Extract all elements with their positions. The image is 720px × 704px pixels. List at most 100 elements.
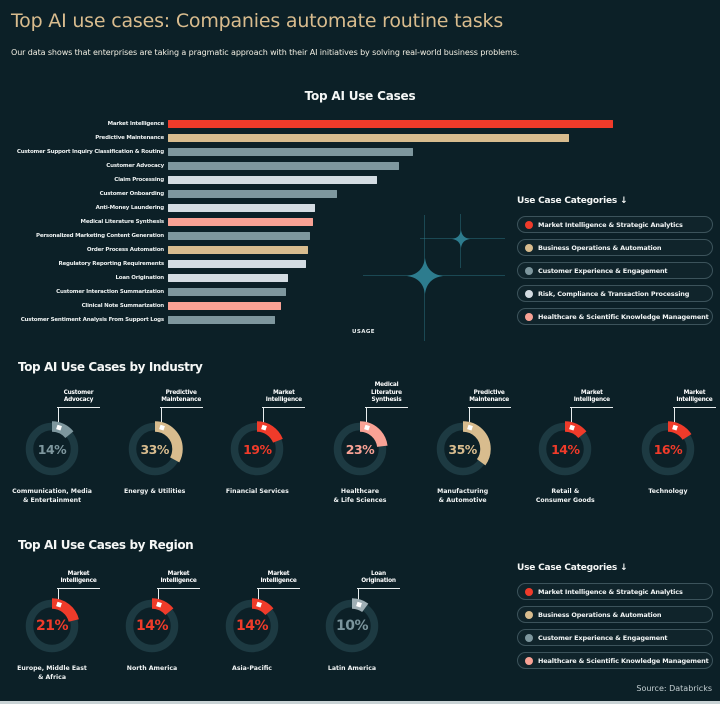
bar-chart-title: Top AI Use Cases — [304, 89, 416, 103]
donut-percent: 19% — [243, 441, 272, 457]
bar — [168, 260, 306, 268]
bar-track — [168, 218, 620, 226]
callout-connector-line — [158, 589, 159, 605]
bar — [168, 232, 311, 240]
legend-color-dot-icon — [525, 610, 533, 619]
bar-row: Predictive Maintenance — [0, 131, 620, 145]
legend-color-dot-icon — [525, 587, 533, 596]
legend-color-dot-icon — [525, 633, 533, 642]
bar-track — [168, 246, 620, 254]
bar-label: Claim Processing — [114, 177, 164, 183]
donut-ring — [640, 421, 696, 477]
legend-color-dot-icon — [525, 266, 533, 275]
donut-percent: 10% — [335, 618, 369, 634]
sparkle-icon — [407, 258, 443, 294]
legend-item-label: Healthcare & Scientific Knowledge Manage… — [538, 656, 709, 665]
callout-connector-line — [673, 408, 675, 428]
donut-card: Market Intelligence 19% Financial Services — [209, 385, 306, 505]
legend-title: Use Case Categories ↓ — [517, 196, 628, 206]
donut-callout-label: Market Intelligence — [672, 390, 716, 408]
bar-label: Market Intelligence — [107, 121, 165, 127]
legend-item-label: Healthcare & Scientific Knowledge Manage… — [538, 312, 709, 321]
bar-track — [168, 190, 620, 198]
donut-category-label: Healthcare & Life Sciences — [333, 488, 387, 504]
bar-row: Anti-Money Laundering — [0, 201, 620, 215]
donut-ring — [24, 421, 80, 477]
legend-item: Customer Experience & Engagement — [517, 262, 713, 279]
bar-label: Customer Support Inquiry Classification … — [16, 149, 164, 155]
donut-callout-label: Customer Advocacy — [57, 390, 100, 408]
bar-track — [168, 204, 620, 212]
section-title-region: Top AI Use Cases by Region — [18, 538, 194, 552]
bar-row: Customer Sentiment Analysis From Support… — [0, 313, 620, 327]
bar-label: Predictive Maintenance — [95, 135, 164, 141]
donut-percent: 33% — [140, 441, 169, 457]
donut-callout-label: Medical Literature Synthesis — [364, 382, 408, 408]
bar — [168, 176, 378, 184]
legend-item-label: Risk, Compliance & Transaction Processin… — [538, 289, 690, 298]
bottom-edge-strip — [0, 701, 720, 704]
bar-track — [168, 176, 620, 184]
donut-ring — [324, 598, 380, 654]
page-title: Top AI use cases: Companies automate rou… — [11, 10, 504, 32]
donut-category-label: Retail & Consumer Goods — [535, 488, 595, 504]
bar-track — [168, 288, 620, 296]
bar-track — [168, 260, 620, 268]
donut-category-label: Technology — [648, 488, 688, 495]
bar-row: Customer Advocacy — [0, 159, 620, 173]
bar-label: Order Process Automation — [86, 247, 164, 253]
bar — [168, 218, 313, 226]
industry-donut-row: Customer Advocacy 14% Communication, Media… — [4, 382, 716, 505]
source-credit: Source: Databricks — [636, 684, 712, 693]
donut-category-label: Financial Services — [225, 488, 289, 495]
donut-card: Market Intelligence 14% Retail & Consumer … — [517, 385, 614, 505]
bar-track — [168, 274, 620, 282]
bar-label: Clinical Note Summarization — [81, 303, 165, 309]
bar-row: Medical Literature Synthesis — [0, 215, 620, 229]
bar-track — [168, 232, 620, 240]
legend-use-case-categories: Use Case Categories ↓ Market Intelligenc… — [517, 196, 713, 331]
donut-percent: 23% — [345, 441, 375, 457]
donut-callout-label: Market Intelligence — [570, 390, 614, 408]
legend-item-label: Market Intelligence & Strategic Analytic… — [538, 220, 683, 229]
legend-item: Business Operations & Automation — [517, 239, 713, 256]
legend-item: Risk, Compliance & Transaction Processin… — [517, 285, 713, 302]
bar — [168, 190, 338, 198]
callout-connector-line — [58, 408, 59, 428]
callout-connector-line — [258, 589, 259, 605]
legend-item-label: Market Intelligence & Strategic Analytic… — [538, 587, 683, 596]
legend-item: Customer Experience & Engagement — [517, 629, 713, 646]
bar — [168, 302, 282, 310]
bar-label: Customer Interaction Summarization — [56, 289, 164, 295]
legend-item-label: Business Operations & Automation — [538, 610, 662, 619]
donut-category-label: Communication, Media & Entertainment — [12, 488, 92, 504]
donut-percent: 21% — [35, 618, 69, 634]
donut-percent: 14% — [37, 441, 67, 457]
section-title-industry: Top AI Use Cases by Industry — [18, 360, 203, 374]
donut-category-label: Energy & Utilities — [123, 488, 186, 495]
donut-ring — [24, 598, 80, 654]
bar-track — [168, 148, 620, 156]
donut-card: Customer Advocacy 14% Communication, Media… — [4, 385, 100, 505]
bar-label: Customer Advocacy — [106, 163, 164, 169]
legend-items: Market Intelligence & Strategic Analytic… — [517, 583, 713, 669]
donut-category-label: North America — [126, 665, 178, 672]
callout-connector-line — [571, 408, 573, 428]
donut-ring — [537, 421, 594, 477]
donut-percent: 35% — [448, 441, 477, 457]
donut-callout-label: Market Intelligence — [257, 571, 300, 589]
donut-percent: 14% — [135, 618, 169, 634]
bar-row: Regulatory Reporting Requirements — [0, 257, 620, 271]
legend-items: Market Intelligence & Strategic Analytic… — [517, 216, 713, 325]
callout-connector-line — [358, 589, 359, 605]
legend-item-label: Business Operations & Automation — [538, 243, 662, 252]
donut-callout-label: Market Intelligence — [57, 571, 100, 589]
donut-ring — [224, 598, 280, 654]
bar-track — [168, 134, 620, 142]
bar-chart: Market Intelligence Predictive Maintenanc… — [0, 117, 620, 327]
legend-color-dot-icon — [525, 312, 533, 321]
bar-label: Customer Onboarding — [99, 191, 165, 197]
legend-item-label: Customer Experience & Engagement — [538, 266, 668, 275]
donut-card: Market Intelligence 21% Europe, Middle Eas… — [4, 565, 100, 685]
callout-connector-line — [263, 408, 265, 428]
